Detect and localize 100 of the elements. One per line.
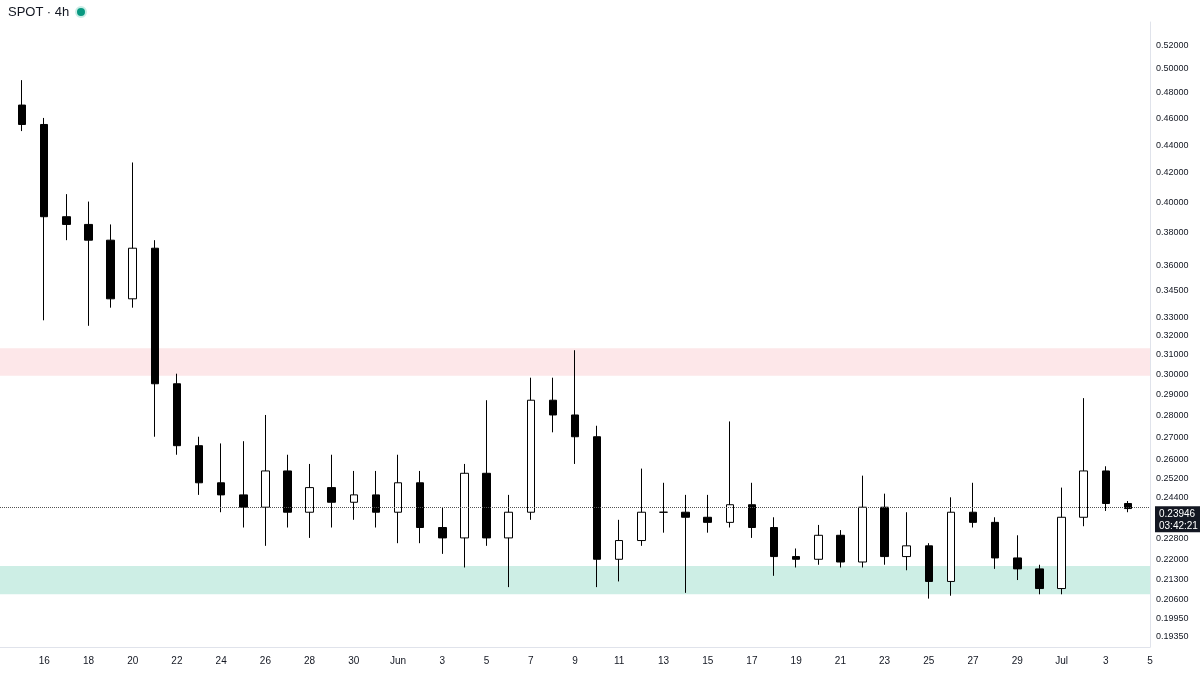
candlestick bbox=[239, 440, 248, 528]
candlestick bbox=[527, 377, 535, 521]
x-tick-label: 3 bbox=[1102, 654, 1109, 666]
candlestick bbox=[62, 193, 71, 241]
x-tick-label: 23 bbox=[879, 654, 891, 666]
candlestick bbox=[283, 454, 292, 528]
x-tick-label: 28 bbox=[304, 654, 316, 666]
x-tick-label: 27 bbox=[967, 654, 980, 666]
candlestick bbox=[173, 373, 181, 456]
candlestick bbox=[128, 161, 137, 309]
candlestick bbox=[748, 482, 756, 539]
candlestick bbox=[615, 519, 623, 582]
candlestick bbox=[1079, 397, 1088, 527]
candlestick bbox=[438, 506, 447, 555]
candlestick bbox=[792, 548, 800, 568]
candlestick bbox=[305, 463, 314, 539]
candlestick bbox=[947, 496, 955, 597]
x-tick-label: 3 bbox=[439, 654, 446, 666]
y-tick-label: 0.29000 bbox=[1156, 388, 1189, 399]
text: 03:42:21 bbox=[1159, 519, 1199, 531]
x-tick-label: 22 bbox=[171, 654, 183, 666]
candlestick bbox=[372, 470, 380, 528]
candlestick bbox=[814, 524, 823, 566]
candlestick bbox=[327, 454, 336, 528]
x-tick-label: 24 bbox=[215, 654, 228, 666]
candlestick bbox=[880, 493, 889, 566]
candlestick bbox=[84, 201, 93, 327]
candlestick bbox=[394, 454, 402, 544]
x-tick-label: 16 bbox=[38, 654, 51, 666]
x-tick-label: 13 bbox=[657, 654, 670, 666]
y-tick-label: 0.42000 bbox=[1156, 167, 1189, 178]
candlestick bbox=[991, 516, 999, 570]
y-tick-label: 0.20600 bbox=[1156, 593, 1189, 604]
y-tick-label: 0.21300 bbox=[1156, 573, 1189, 584]
x-tick-label: 25 bbox=[923, 654, 935, 666]
candlestick bbox=[504, 494, 513, 588]
y-tick-label: 0.19950 bbox=[1156, 612, 1189, 623]
candlestick bbox=[460, 463, 469, 568]
y-tick-label: 0.46000 bbox=[1156, 112, 1189, 123]
y-tick-label: 0.28000 bbox=[1156, 409, 1189, 420]
candlestick bbox=[482, 399, 491, 547]
candlestick bbox=[836, 529, 845, 568]
x-tick-label: 9 bbox=[572, 654, 579, 666]
candlestick bbox=[637, 468, 646, 547]
candlestick bbox=[1057, 487, 1066, 595]
candlestick bbox=[726, 420, 734, 528]
candlestick bbox=[858, 475, 867, 568]
candlestick bbox=[1013, 534, 1022, 581]
y-tick-label: 0.33000 bbox=[1156, 311, 1189, 322]
candlestick bbox=[703, 494, 712, 534]
y-tick-label: 0.31000 bbox=[1156, 349, 1189, 360]
x-tick-label: 15 bbox=[702, 654, 714, 666]
chart-title: SPOT · 4h bbox=[8, 4, 70, 19]
x-tick-label: 7 bbox=[527, 654, 534, 666]
candlestick bbox=[659, 482, 668, 534]
y-tick-label: 0.38000 bbox=[1156, 227, 1189, 238]
ref-line-label: 0.23946 bbox=[1159, 507, 1196, 519]
x-tick-label: 11 bbox=[614, 654, 625, 666]
candlestick bbox=[902, 511, 911, 571]
candlestick bbox=[681, 494, 690, 594]
y-tick-label: 0.25200 bbox=[1156, 473, 1189, 484]
x-tick-label: 26 bbox=[259, 654, 272, 666]
x-tick-label: 30 bbox=[348, 654, 360, 666]
candlestick bbox=[151, 239, 159, 438]
y-tick-label: 0.22800 bbox=[1156, 532, 1189, 543]
candlestick bbox=[770, 516, 778, 577]
y-tick-label: 0.27000 bbox=[1156, 431, 1189, 442]
candlestick bbox=[195, 436, 203, 496]
x-tick-label: 21 bbox=[834, 654, 847, 666]
y-tick-label: 0.34500 bbox=[1156, 285, 1189, 296]
candlestick bbox=[571, 349, 579, 465]
candlestick bbox=[969, 482, 977, 528]
candlestick bbox=[106, 223, 115, 309]
x-tick-label: 19 bbox=[790, 654, 803, 666]
y-tick-label: 0.52000 bbox=[1156, 39, 1189, 50]
x-tick-label: 18 bbox=[82, 654, 95, 666]
y-tick-label: 0.36000 bbox=[1156, 259, 1189, 270]
candlestick bbox=[18, 79, 26, 132]
x-tick-label: Jul bbox=[1055, 654, 1068, 666]
candlestick bbox=[1035, 564, 1044, 595]
candlestick bbox=[261, 414, 270, 547]
y-tick-label: 0.40000 bbox=[1156, 196, 1189, 207]
y-tick-label: 0.22000 bbox=[1156, 554, 1189, 565]
y-tick-label: 0.44000 bbox=[1156, 139, 1189, 150]
candlestick bbox=[593, 425, 601, 588]
x-tick-label: Jun bbox=[390, 654, 407, 666]
candlestick bbox=[1102, 465, 1110, 512]
candlestick bbox=[416, 470, 424, 544]
candlestick bbox=[925, 542, 933, 600]
x-tick-label: 5 bbox=[483, 654, 490, 666]
candlestick bbox=[350, 470, 358, 521]
candlestick bbox=[549, 377, 557, 433]
y-tick-label: 0.24400 bbox=[1156, 492, 1189, 503]
x-tick-label: 29 bbox=[1011, 654, 1024, 666]
x-tick-label: 5 bbox=[1147, 654, 1154, 666]
y-tick-label: 0.32000 bbox=[1156, 330, 1189, 341]
y-tick-label: 0.48000 bbox=[1156, 87, 1189, 98]
y-tick-label: 0.30000 bbox=[1156, 368, 1189, 379]
y-tick-label: 0.26000 bbox=[1156, 454, 1189, 465]
x-tick-label: 17 bbox=[746, 654, 758, 666]
